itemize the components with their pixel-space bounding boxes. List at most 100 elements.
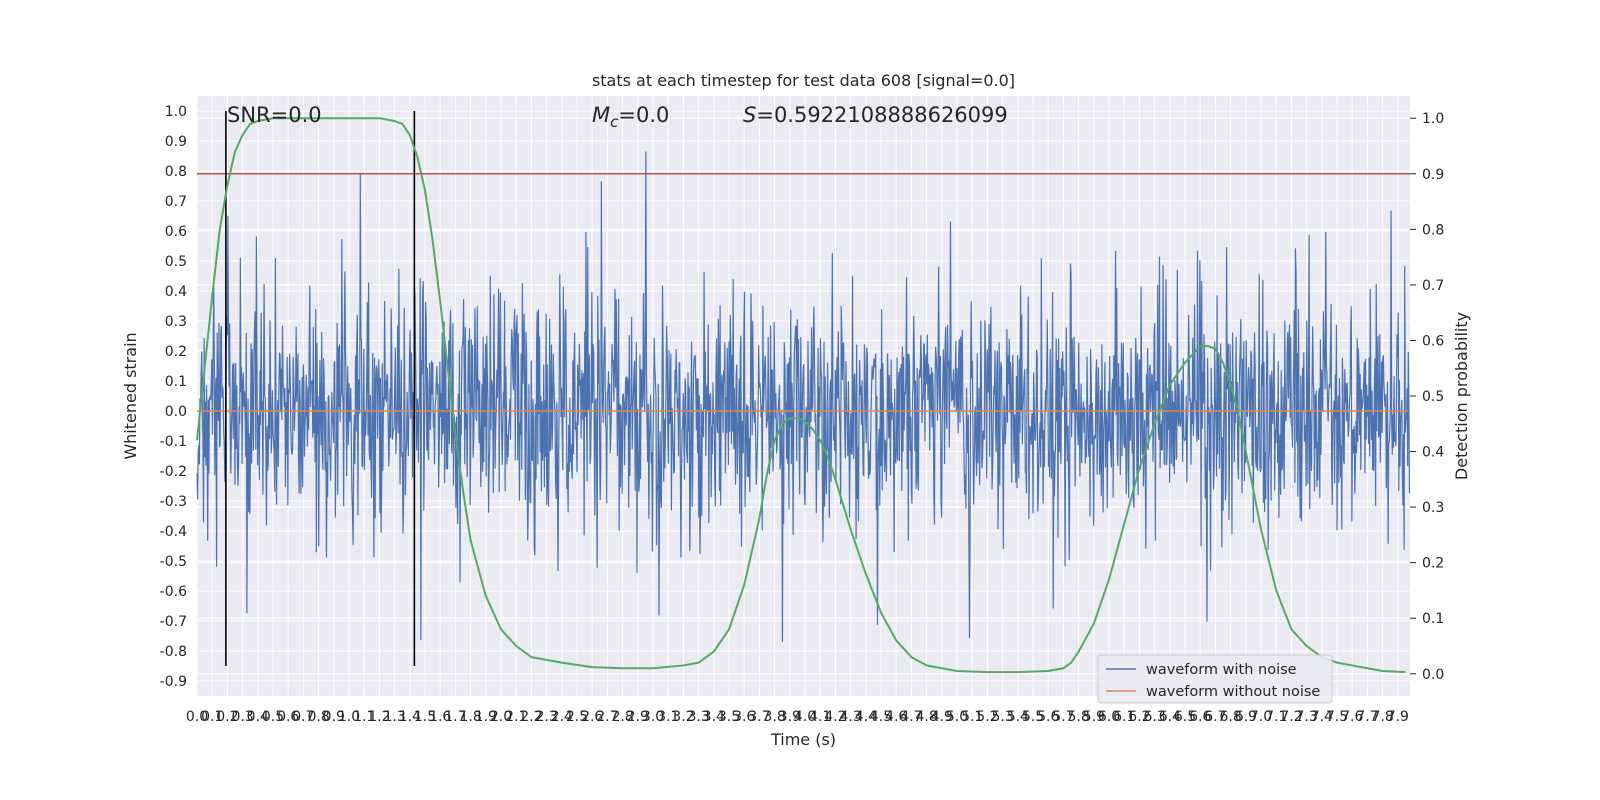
- x-tick-label: 0.7: [292, 709, 314, 725]
- y-tick-label: -0.3: [160, 494, 187, 510]
- y-tick-label: -0.9: [160, 674, 187, 690]
- y-right-tick-label: 0.1: [1422, 611, 1444, 627]
- x-tick-label: 3.9: [779, 709, 801, 725]
- x-tick-label: 4.8: [915, 709, 937, 725]
- axes: 0.00.10.20.30.40.50.60.70.80.91.01.11.21…: [160, 104, 1445, 725]
- x-tick-label: 4.5: [870, 709, 892, 725]
- chirp-mass-subscript: c: [610, 113, 619, 131]
- x-tick-label: 7.8: [1372, 709, 1394, 725]
- data-series: [196, 111, 1411, 674]
- y-tick-label: 0.5: [165, 254, 187, 270]
- x-tick-label: 1.0: [338, 709, 360, 725]
- x-tick-label: 0.0: [186, 709, 208, 725]
- x-tick-label: 7.2: [1280, 709, 1302, 725]
- x-tick-label: 0.6: [277, 709, 299, 725]
- legend-box: [1097, 654, 1333, 704]
- x-tick-label: 6.4: [1159, 709, 1181, 725]
- legend-entry-noisy: waveform with noise: [1146, 662, 1297, 678]
- x-tick-label: 7.3: [1296, 709, 1318, 725]
- x-tick-label: 2.2: [520, 709, 542, 725]
- x-tick-label: 0.4: [247, 709, 269, 725]
- y-right-tick-label: 0.9: [1422, 167, 1444, 183]
- x-tick-label: 3.5: [718, 709, 740, 725]
- x-tick-label: 2.4: [551, 709, 573, 725]
- x-tick-label: 6.9: [1235, 709, 1257, 725]
- x-axis-label: Time (s): [770, 730, 836, 749]
- y-tick-label: -0.7: [160, 614, 187, 630]
- y-right-tick-label: 1.0: [1422, 111, 1444, 127]
- series-detection-probability: [196, 117, 1406, 674]
- x-tick-label: 4.6: [885, 709, 907, 725]
- x-tick-label: 2.1: [505, 709, 527, 725]
- y-tick-label: 0.2: [165, 344, 187, 360]
- x-tick-label: 6.6: [1189, 709, 1211, 725]
- y-tick-label: 1.0: [165, 104, 187, 120]
- y-tick-label: 0.4: [165, 284, 187, 300]
- y-tick-label: 0.1: [165, 374, 187, 390]
- x-tick-label: 1.3: [383, 709, 405, 725]
- score-annotation: S=0.5922108888626099: [743, 103, 1008, 127]
- x-tick-label: 1.6: [429, 709, 451, 725]
- y-tick-label: -0.5: [160, 554, 187, 570]
- x-tick-label: 3.3: [687, 709, 709, 725]
- x-tick-label: 2.7: [596, 709, 618, 725]
- x-tick-label: 4.7: [900, 709, 922, 725]
- x-tick-label: 0.2: [216, 709, 238, 725]
- y-tick-label: 0.6: [165, 224, 187, 240]
- x-tick-label: 7.7: [1356, 709, 1378, 725]
- x-tick-label: 5.3: [991, 709, 1013, 725]
- series-waveform-with-noise: [196, 151, 1411, 642]
- x-tick-label: 6.1: [1113, 709, 1135, 725]
- x-tick-label: 0.5: [262, 709, 284, 725]
- chirp-mass-symbol: M: [592, 103, 610, 127]
- x-tick-label: 7.1: [1265, 709, 1287, 725]
- x-tick-label: 7.9: [1387, 709, 1409, 725]
- x-tick-label: 4.3: [839, 709, 861, 725]
- score-value: =0.5922108888626099: [756, 103, 1007, 127]
- x-tick-label: 6.2: [1128, 709, 1150, 725]
- x-tick-label: 3.7: [748, 709, 770, 725]
- x-tick-label: 7.0: [1250, 709, 1272, 725]
- x-tick-label: 5.8: [1067, 709, 1089, 725]
- y-tick-label: -0.2: [160, 464, 187, 480]
- x-tick-label: 2.3: [535, 709, 557, 725]
- y-tick-label: -0.4: [160, 524, 187, 540]
- y-right-tick-label: 0.2: [1422, 556, 1444, 572]
- x-tick-label: 4.1: [809, 709, 831, 725]
- legend-entry-clean: waveform without noise: [1146, 684, 1320, 700]
- chirp-mass-value: =0.0: [618, 103, 669, 127]
- x-tick-label: 3.6: [733, 709, 755, 725]
- x-tick-label: 6.5: [1174, 709, 1196, 725]
- x-tick-label: 5.1: [961, 709, 983, 725]
- x-tick-label: 1.8: [459, 709, 481, 725]
- x-tick-label: 6.8: [1220, 709, 1242, 725]
- x-tick-label: 7.6: [1341, 709, 1363, 725]
- x-tick-label: 5.7: [1052, 709, 1074, 725]
- x-tick-label: 1.1: [353, 709, 375, 725]
- x-tick-label: 3.8: [763, 709, 785, 725]
- snr-annotation: SNR=0.0: [227, 103, 322, 127]
- x-tick-label: 7.5: [1326, 709, 1348, 725]
- y-tick-label: 0.8: [165, 164, 187, 180]
- x-tick-label: 5.5: [1022, 709, 1044, 725]
- y-tick-label: -0.1: [160, 434, 187, 450]
- y-right-tick-label: 0.6: [1422, 333, 1444, 349]
- x-tick-label: 2.0: [490, 709, 512, 725]
- x-tick-label: 1.7: [444, 709, 466, 725]
- y-tick-label: -0.6: [160, 584, 187, 600]
- y-right-tick-label: 0.8: [1422, 222, 1444, 238]
- x-tick-label: 5.6: [1037, 709, 1059, 725]
- x-tick-label: 2.9: [627, 709, 649, 725]
- x-tick-label: 0.8: [307, 709, 329, 725]
- chart-title: stats at each timestep for test data 608…: [592, 71, 1015, 90]
- x-tick-label: 5.4: [1007, 709, 1029, 725]
- y-tick-label: 0.3: [165, 314, 187, 330]
- x-tick-label: 7.4: [1311, 709, 1333, 725]
- legend: waveform with noise waveform without noi…: [1097, 654, 1333, 704]
- x-tick-label: 2.6: [581, 709, 603, 725]
- y-right-tick-label: 0.0: [1422, 667, 1444, 683]
- x-tick-label: 3.4: [703, 709, 725, 725]
- x-tick-label: 3.0: [642, 709, 664, 725]
